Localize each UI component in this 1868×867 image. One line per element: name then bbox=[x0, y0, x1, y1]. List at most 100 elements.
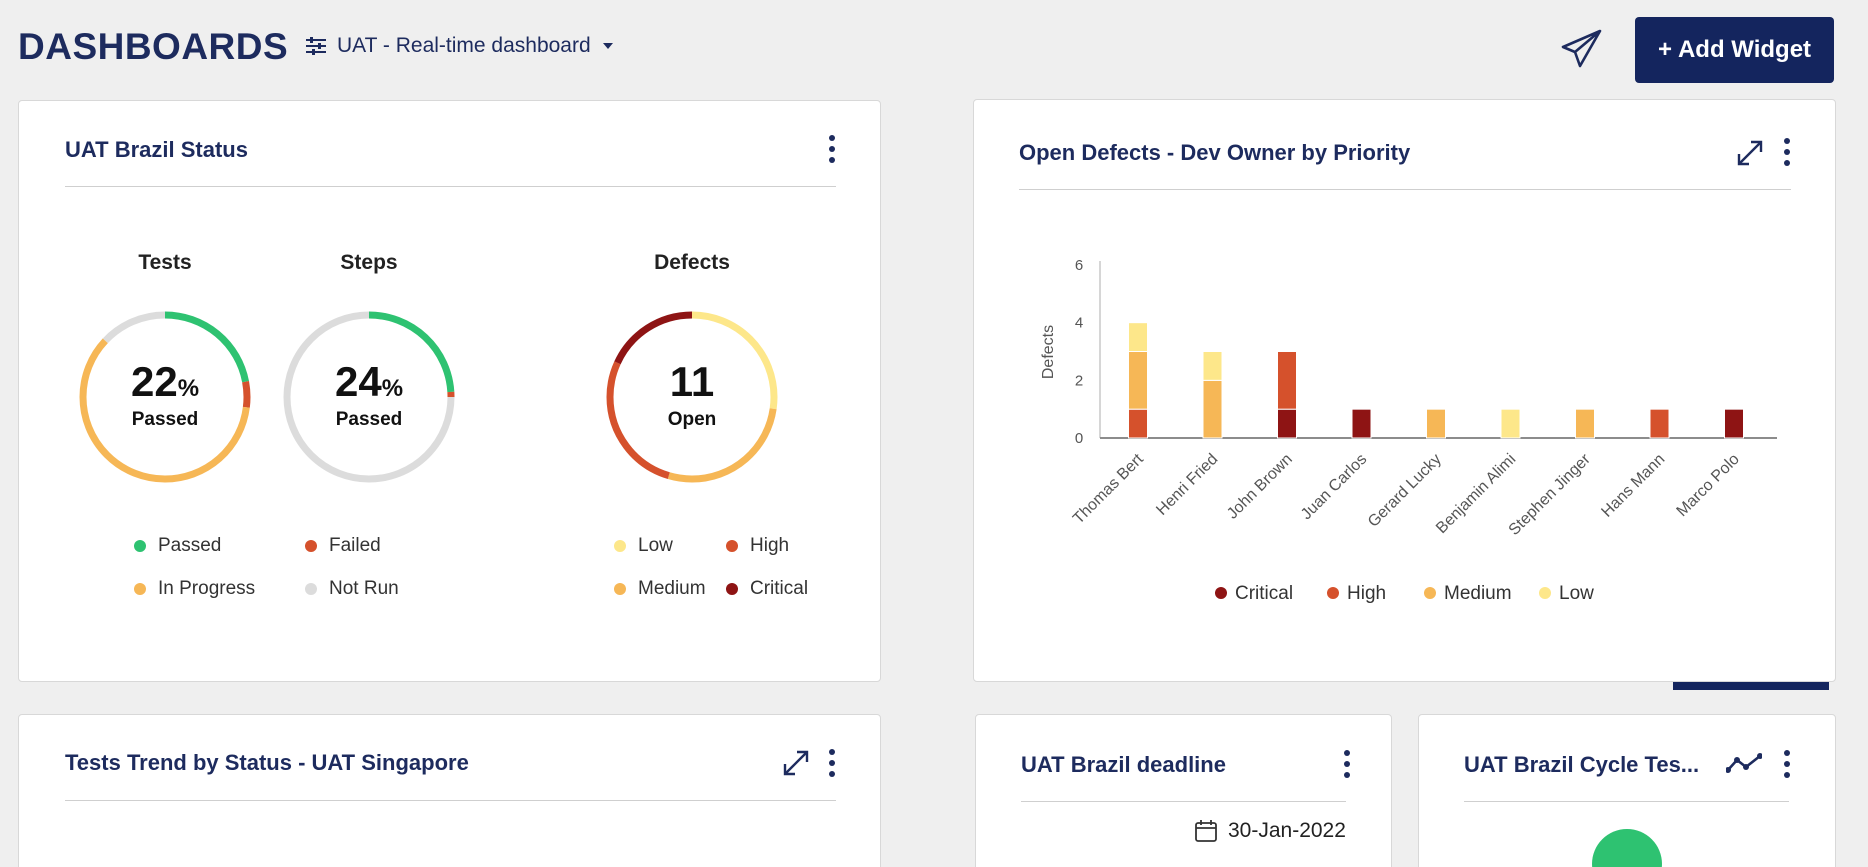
legend-in-progress: In Progress bbox=[134, 578, 255, 600]
legend-dot bbox=[1327, 587, 1339, 599]
donut-segment-high bbox=[606, 311, 778, 483]
tests-center: 22% Passed bbox=[75, 361, 255, 431]
steps-sub: Passed bbox=[335, 409, 403, 430]
legend-dot bbox=[1215, 587, 1227, 599]
tests-donut[interactable] bbox=[75, 307, 255, 487]
defects-center: 11 Open bbox=[602, 361, 782, 431]
expand-icon[interactable] bbox=[781, 748, 811, 778]
add-widget-label: Add Widget bbox=[1677, 36, 1812, 63]
donut-segment-failed bbox=[79, 311, 251, 483]
defects-heading: Defects bbox=[654, 251, 730, 274]
status-widget: UAT Brazil Status Tests 22% Passed Steps… bbox=[18, 100, 881, 682]
legend-label: Medium bbox=[1444, 583, 1512, 604]
x-tick-label: Gerard Lucky bbox=[1365, 451, 1445, 531]
bar-segment bbox=[1128, 351, 1148, 410]
legend-dot bbox=[726, 540, 738, 552]
bar-segment bbox=[1202, 351, 1223, 381]
divider bbox=[1464, 801, 1789, 802]
more-options-icon[interactable] bbox=[826, 135, 838, 165]
donut-segment-not-run bbox=[283, 311, 455, 483]
y-tick-label: 6 bbox=[1075, 257, 1083, 274]
legend-failed: Failed bbox=[305, 535, 381, 557]
y-tick-label: 2 bbox=[1075, 372, 1083, 389]
bar-segment bbox=[1277, 408, 1297, 439]
defects-count: 11 bbox=[669, 358, 715, 405]
defects-sub: Open bbox=[667, 409, 717, 430]
send-icon[interactable] bbox=[1560, 28, 1602, 70]
x-tick-label: John Brown bbox=[1224, 451, 1296, 523]
y-tick-label: 4 bbox=[1075, 315, 1083, 332]
x-tick-label: Juan Carlos bbox=[1298, 451, 1370, 523]
bar-segment bbox=[1351, 408, 1372, 439]
add-widget-button[interactable]: + Add Widget bbox=[1635, 17, 1834, 83]
thumbs-up-icon bbox=[1592, 829, 1662, 867]
sliders-icon bbox=[306, 37, 326, 55]
x-tick-label: Benjamin Alimi bbox=[1433, 451, 1519, 537]
bar-segment bbox=[1500, 408, 1521, 439]
divider bbox=[65, 800, 836, 801]
deadline-widget: UAT Brazil deadline 30-Jan-2022 bbox=[975, 714, 1392, 867]
tests-heading: Tests bbox=[138, 251, 192, 274]
calendar-icon bbox=[1195, 820, 1217, 842]
legend-dot bbox=[134, 583, 146, 595]
x-tick-label: Stephen Jinger bbox=[1506, 450, 1595, 539]
legend-medium: Medium bbox=[614, 578, 706, 600]
more-options-icon[interactable] bbox=[1781, 750, 1793, 780]
x-tick-label: Marco Polo bbox=[1674, 451, 1743, 520]
plus-icon: + bbox=[1657, 36, 1672, 63]
bar-segment bbox=[1128, 408, 1148, 439]
legend-high: High bbox=[726, 535, 789, 557]
steps-donut[interactable] bbox=[279, 307, 459, 487]
donut-segment-in-progress bbox=[79, 311, 251, 483]
more-options-icon[interactable] bbox=[826, 749, 838, 779]
tests-percent: 22 bbox=[130, 358, 178, 405]
bar-segment bbox=[1649, 408, 1670, 439]
legend-label: Critical bbox=[1235, 583, 1293, 604]
widget-title: Tests Trend by Status - UAT Singapore bbox=[65, 750, 469, 775]
defects-bar-chart: 0 2 4 6 Defects Thomas Bert Henri Fried John Br… bbox=[1040, 257, 1777, 604]
bar-segment bbox=[1202, 379, 1223, 439]
cycle-widget: UAT Brazil Cycle Tes... bbox=[1418, 714, 1836, 867]
bar-segment bbox=[1575, 408, 1595, 439]
defects-donut[interactable] bbox=[602, 307, 782, 487]
bar-segment bbox=[1277, 351, 1297, 410]
deadline-date: 30-Jan-2022 bbox=[1194, 819, 1346, 843]
steps-percent: 24 bbox=[334, 358, 382, 405]
donut-segment-medium bbox=[606, 311, 778, 483]
bar-segment bbox=[1426, 408, 1446, 439]
divider bbox=[1019, 189, 1791, 190]
legend-dot bbox=[726, 583, 738, 595]
expand-icon[interactable] bbox=[1735, 138, 1765, 168]
legend-label: Low bbox=[1559, 583, 1594, 604]
divider bbox=[65, 186, 836, 187]
more-options-icon[interactable] bbox=[1781, 138, 1793, 168]
x-tick-label: Hans Mann bbox=[1598, 451, 1668, 521]
legend-not-run: Not Run bbox=[305, 578, 399, 600]
legend-dot bbox=[1424, 587, 1436, 599]
legend-dot bbox=[1539, 587, 1551, 599]
steps-heading: Steps bbox=[340, 251, 398, 274]
x-tick-label: Henri Fried bbox=[1153, 451, 1221, 519]
widget-title: Open Defects - Dev Owner by Priority bbox=[1019, 140, 1411, 165]
more-options-icon[interactable] bbox=[1341, 750, 1353, 780]
x-tick-label: Thomas Bert bbox=[1070, 450, 1147, 527]
legend-dot bbox=[305, 583, 317, 595]
bar-segment bbox=[1724, 408, 1744, 439]
legend-dot bbox=[614, 540, 626, 552]
widget-title: UAT Brazil Status bbox=[65, 137, 248, 162]
dashboard-selector[interactable]: UAT - Real-time dashboard bbox=[305, 34, 615, 58]
tests-sub: Passed bbox=[131, 409, 199, 430]
page-title: DASHBOARDS bbox=[18, 26, 289, 67]
donut-segment-critical bbox=[606, 311, 778, 483]
y-axis-label: Defects bbox=[1040, 325, 1057, 379]
legend-critical: Critical bbox=[726, 578, 808, 600]
legend-dot bbox=[305, 540, 317, 552]
dashboard-name: UAT - Real-time dashboard bbox=[337, 34, 591, 57]
widget-title: UAT Brazil Cycle Tes... bbox=[1464, 752, 1700, 777]
widget-title: UAT Brazil deadline bbox=[1021, 752, 1226, 777]
y-tick-label: 0 bbox=[1075, 430, 1083, 447]
legend-low: Low bbox=[614, 535, 673, 557]
legend-dot bbox=[134, 540, 146, 552]
steps-center: 24% Passed bbox=[279, 361, 459, 431]
trend-line-icon[interactable] bbox=[1726, 752, 1762, 776]
